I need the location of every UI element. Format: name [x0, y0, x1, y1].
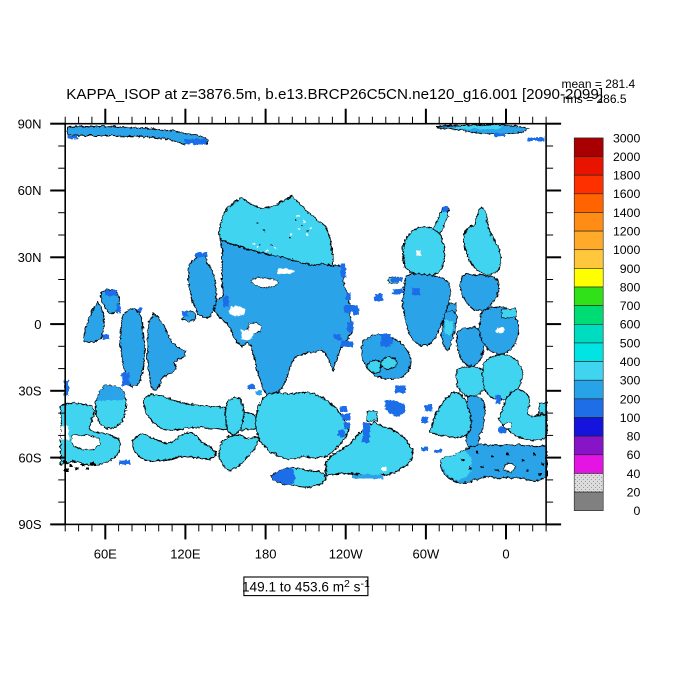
- svg-text:mean = 281.4: mean = 281.4: [562, 77, 636, 91]
- svg-text:rms = 286.5: rms = 286.5: [563, 92, 627, 106]
- svg-text:0: 0: [34, 317, 41, 332]
- svg-text:80: 80: [627, 430, 641, 444]
- svg-text:0: 0: [502, 547, 509, 562]
- svg-text:500: 500: [620, 336, 641, 350]
- svg-text:180: 180: [255, 547, 277, 562]
- svg-text:700: 700: [620, 299, 641, 313]
- svg-text:40: 40: [627, 467, 641, 481]
- svg-text:60: 60: [627, 448, 641, 462]
- svg-text:60N: 60N: [18, 183, 42, 198]
- svg-text:100: 100: [620, 411, 641, 425]
- svg-text:1200: 1200: [613, 225, 641, 239]
- svg-text:800: 800: [620, 280, 641, 294]
- svg-text:200: 200: [620, 392, 641, 406]
- svg-text:90S: 90S: [18, 517, 41, 532]
- svg-text:1600: 1600: [613, 187, 641, 201]
- svg-text:300: 300: [620, 374, 641, 388]
- svg-text:120W: 120W: [329, 547, 364, 562]
- svg-text:149.1 to 453.6 m2 s-1: 149.1 to 453.6 m2 s-1: [242, 578, 370, 595]
- svg-text:1400: 1400: [613, 206, 641, 220]
- svg-text:600: 600: [620, 318, 641, 332]
- svg-text:2000: 2000: [613, 150, 641, 164]
- svg-text:60S: 60S: [18, 450, 41, 465]
- svg-text:KAPPA_ISOP at z=3876.5m, b.e13: KAPPA_ISOP at z=3876.5m, b.e13.BRCP26C5C…: [66, 86, 603, 103]
- svg-text:900: 900: [620, 262, 641, 276]
- svg-text:60W: 60W: [413, 547, 440, 562]
- svg-text:120E: 120E: [170, 547, 201, 562]
- svg-text:20: 20: [627, 486, 641, 500]
- svg-text:1000: 1000: [613, 243, 641, 257]
- svg-text:90N: 90N: [18, 116, 42, 131]
- svg-text:1800: 1800: [613, 169, 641, 183]
- svg-text:3000: 3000: [613, 131, 641, 145]
- svg-text:0: 0: [633, 504, 640, 518]
- svg-text:30N: 30N: [18, 250, 42, 265]
- svg-text:30S: 30S: [18, 384, 41, 399]
- svg-text:400: 400: [620, 355, 641, 369]
- svg-text:60E: 60E: [94, 547, 117, 562]
